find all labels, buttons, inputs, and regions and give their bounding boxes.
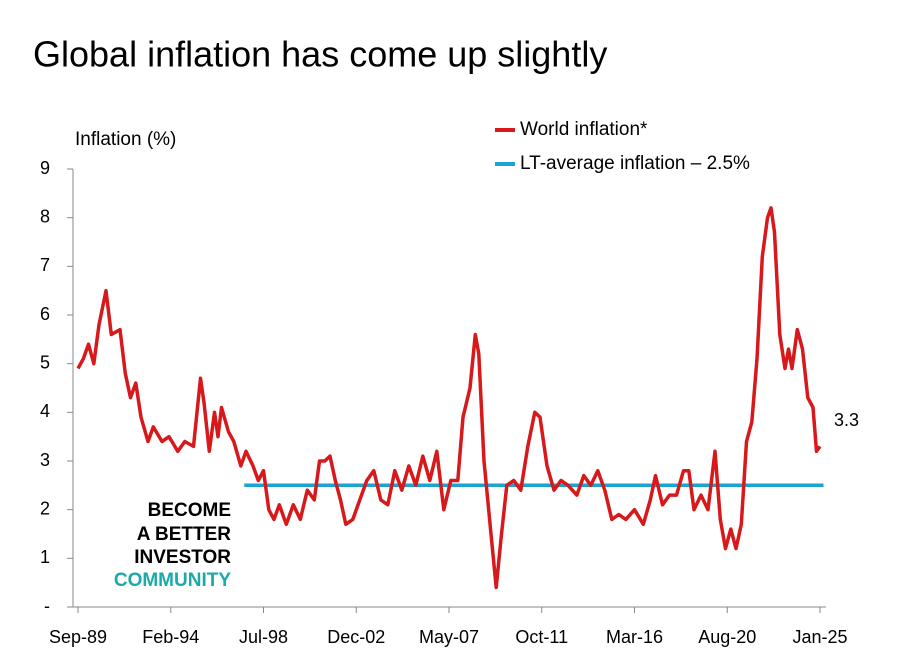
x-tick-label: Aug-20 xyxy=(698,627,756,647)
y-tick-label: 7 xyxy=(40,255,50,275)
series-line xyxy=(76,206,822,590)
x-tick-label: Sep-89 xyxy=(49,627,107,647)
y-tick-label: 3 xyxy=(40,450,50,470)
y-tick-label: 8 xyxy=(40,206,50,226)
y-tick-label: 9 xyxy=(40,158,50,178)
y-tick-label: 2 xyxy=(40,498,50,518)
x-tick-label: Jan-25 xyxy=(792,627,847,647)
watermark: INVESTOR xyxy=(134,547,231,568)
chart-title: Global inflation has come up slightly xyxy=(33,34,607,75)
legend-label: World inflation* xyxy=(520,119,648,140)
y-tick-label: 1 xyxy=(40,547,50,567)
x-tick-label: Dec-02 xyxy=(327,627,385,647)
y-tick-label: 6 xyxy=(40,304,50,324)
y-tick-label: - xyxy=(44,596,50,616)
legend-label: LT-average inflation – 2.5% xyxy=(520,153,750,174)
y-tick-label: 5 xyxy=(40,352,50,372)
x-tick-label: May-07 xyxy=(419,627,479,647)
y-tick-label: 4 xyxy=(40,401,50,421)
y-axis-label: Inflation (%) xyxy=(75,129,176,150)
watermark: A BETTER xyxy=(137,524,232,545)
x-tick-label: Feb-94 xyxy=(142,627,199,647)
watermark: COMMUNITY xyxy=(114,570,231,591)
watermark: BECOME xyxy=(148,500,231,521)
end-value-label: 3.3 xyxy=(834,410,859,430)
x-tick-label: Jul-98 xyxy=(239,627,288,647)
x-tick-label: Oct-11 xyxy=(515,627,568,647)
x-tick-label: Mar-16 xyxy=(606,627,663,647)
